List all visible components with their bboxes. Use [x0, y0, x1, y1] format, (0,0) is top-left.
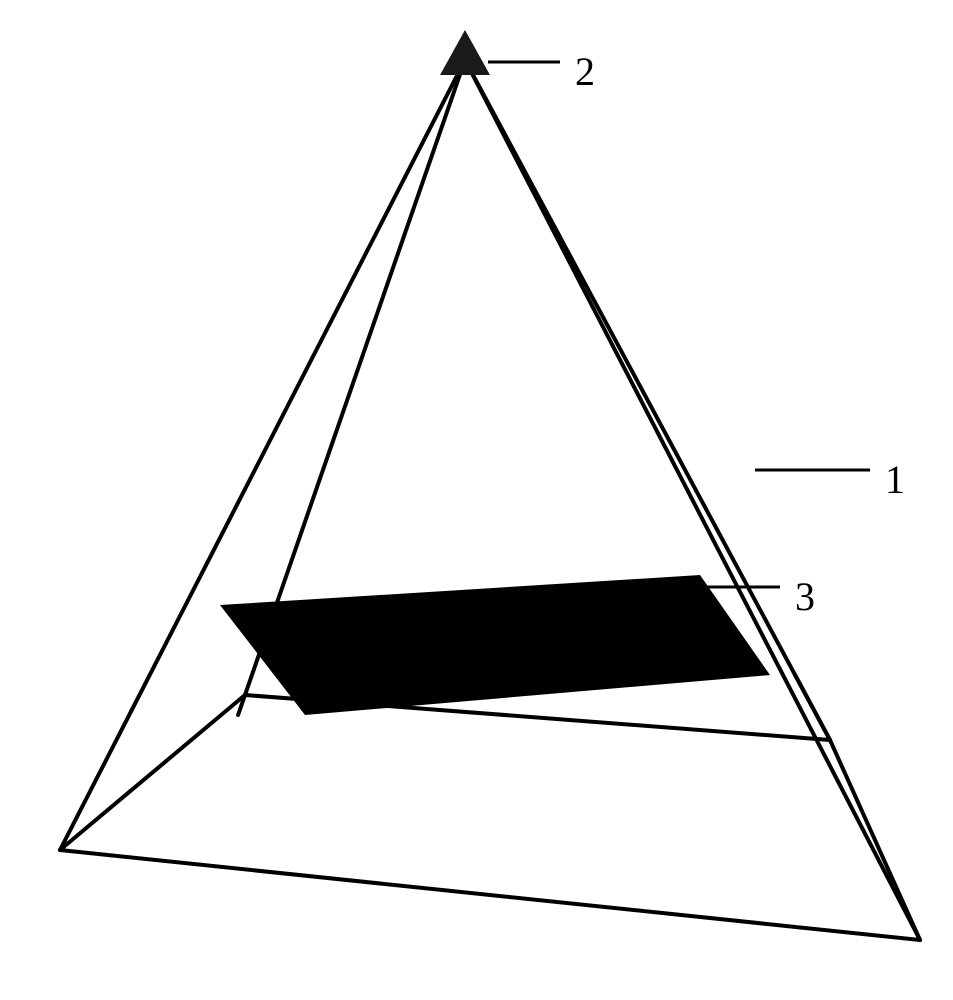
leader-label-3: 3	[795, 573, 815, 620]
pyramid-svg	[0, 0, 953, 1000]
leader-label-2: 2	[575, 48, 595, 95]
diagram-stage: 2 1 3	[0, 0, 953, 1000]
leader-label-1: 1	[885, 456, 905, 503]
